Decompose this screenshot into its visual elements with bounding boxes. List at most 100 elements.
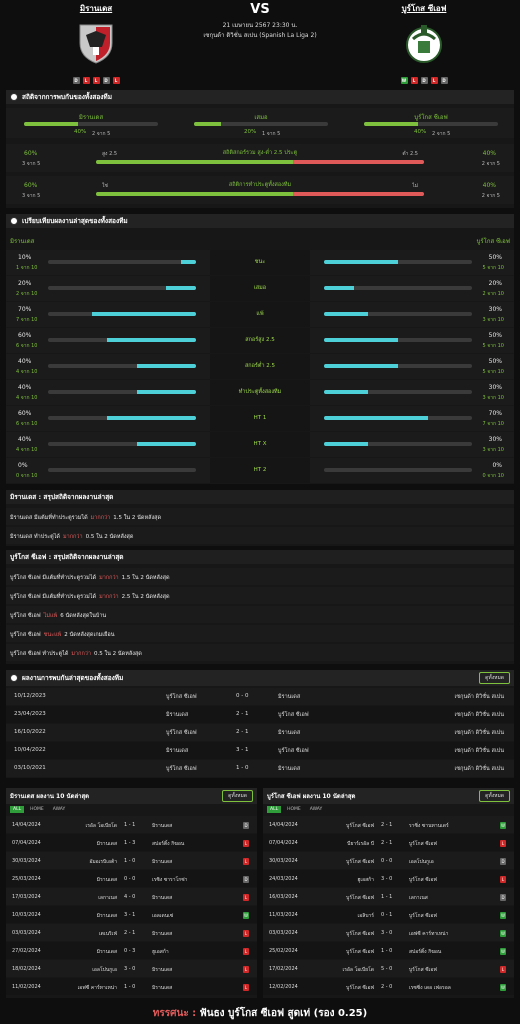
away_last10-score: 5 - 0: [381, 966, 393, 972]
away_last10-date: 25/02/2024: [269, 948, 298, 954]
away_last10-result-badge: L: [500, 966, 506, 973]
away_last10-home: บูร์โกส ซีเอฟ: [346, 823, 374, 829]
compare-header: เปรียบเทียบผลงานล่าสุดของทั้งสองทีม: [6, 214, 514, 228]
away_last10-row[interactable]: 14/04/2024 บูร์โกส ซีเอฟ 2 - 1 ราซิ่ง ซานทา…: [263, 816, 514, 833]
away_last10-row[interactable]: 24/03/2024 ฮูเอสก้า 3 - 0 บูร์โกส ซีเอฟ L: [263, 870, 514, 887]
h2h-result-league: เซกุนด้า ดิวิชั่น สเปน: [454, 712, 505, 718]
away_last10-score: 2 - 1: [381, 840, 393, 846]
tab-away[interactable]: AWAY: [52, 806, 66, 812]
home_last10-home: มิรานเดส: [96, 913, 117, 919]
home-last10-header: มิรานเดส ผลงาน 10 นัดล่าสุด ดูทั้งหมด: [6, 788, 257, 804]
away_summary-line-text: บูร์โกส ซีเอฟ: [10, 613, 41, 619]
home_last10-row[interactable]: 25/03/2024 มิรานเดส 0 - 0 เรซิง ซาราโกซ่า D: [6, 870, 257, 887]
compare-away-count: 0 จาก 10: [482, 473, 505, 479]
h2h-result-away: มิรานเดส: [278, 694, 301, 700]
home_last10-result-badge: L: [243, 966, 249, 973]
away-summary-section: บูร์โกส ซีเอฟ : สรุปสถิติจากผลงานล่าสุด …: [6, 550, 514, 664]
compare-home-bar: [48, 364, 196, 368]
tab-home[interactable]: HOME: [287, 806, 301, 812]
away_last10-date: 16/03/2024: [269, 894, 298, 900]
home_last10-row[interactable]: 07/04/2024 มิรานเดส 1 - 3 สปอร์ติ้ง กิฆอน L: [6, 834, 257, 851]
btts-left-label: ใช่: [102, 183, 108, 189]
outcome-team-label: บูร์โกส ซีเอฟ: [414, 114, 448, 121]
h2h-result-row[interactable]: 23/04/2023 มิรานเดส 2 - 1 บูร์โกส ซีเอฟ เซกุ…: [6, 706, 514, 723]
tab-all[interactable]: ALL: [10, 805, 25, 813]
home_last10-row[interactable]: 17/03/2024 เลกาเนส 4 - 0 มิรานเดส L: [6, 888, 257, 905]
away_last10-score: 1 - 1: [381, 894, 393, 900]
away_last10-row[interactable]: 03/03/2024 บูร์โกส ซีเอฟ 3 - 0 เอฟซี คาร์ทา…: [263, 924, 514, 941]
away_last10-date: 17/02/2024: [269, 966, 298, 972]
away_last10-row[interactable]: 17/02/2024 เรอัล โอเบียโด 5 - 0 บูร์โกส ซีเ…: [263, 960, 514, 977]
home-last10-tabs: ALL HOME AWAY: [6, 804, 257, 814]
away_last10-row[interactable]: 16/03/2024 บูร์โกส ซีเอฟ 1 - 1 เลกาเนส D: [263, 888, 514, 905]
home_last10-row[interactable]: 18/02/2024 เอลโปนกูเอ 3 - 0 มิรานเดส L: [6, 960, 257, 977]
away_last10-row[interactable]: 12/02/2024 บูร์โกส ซีเอฟ 2 - 0 เรซซิ่ง เดอ …: [263, 978, 514, 995]
home_last10-date: 07/04/2024: [12, 840, 41, 846]
compare-away-bar-fill: [324, 286, 354, 290]
home_last10-date: 25/03/2024: [12, 876, 41, 882]
away-team-name[interactable]: บูร์โกส ซีเอฟ: [401, 4, 447, 13]
home_last10-row[interactable]: 30/03/2024 อัมอเรบิเอต้า 1 - 0 มิรานเดส L: [6, 852, 257, 869]
home_last10-row[interactable]: 11/02/2024 เอฟซี คาร์ทาเหน่า 1 - 0 มิรานเดส…: [6, 978, 257, 995]
compare-home-bar-fill: [92, 312, 196, 316]
outcome-pct: 20%: [244, 129, 257, 135]
home-team-name[interactable]: มิรานเดส: [79, 4, 113, 13]
compare-home-bar-fill: [136, 442, 196, 446]
away_last10-score: 3 - 0: [381, 876, 393, 882]
tab-all[interactable]: ALL: [267, 805, 282, 813]
away_last10-result-badge: W: [500, 912, 506, 919]
outcome-bar-fill: [24, 122, 78, 126]
home_last10-date: 27/02/2024: [12, 948, 41, 954]
home_last10-score: 0 - 3: [124, 948, 136, 954]
match-datetime: 21 เมษายน 2567 23:30 น.: [222, 22, 298, 29]
home_last10-row[interactable]: 27/02/2024 มิรานเดส 0 - 3 ฮูเอสก้า L: [6, 942, 257, 959]
away-last10-see-all-button[interactable]: ดูทั้งหมด: [479, 790, 510, 802]
compare-home-bar-fill: [166, 286, 196, 290]
home_last10-row[interactable]: 10/03/2024 มิรานเดส 3 - 1 เอลเดนเซ่ W: [6, 906, 257, 923]
h2h-result-league: เซกุนด้า ดิวิชั่น สเปน: [454, 748, 505, 754]
h2h-see-all-button[interactable]: ดูทั้งหมด: [479, 672, 510, 684]
home-summary-section: มิรานเดส : สรุปสถิติจากผลงานล่าสุด มิราน…: [6, 490, 514, 546]
away_last10-row[interactable]: 07/04/2024 บียาร์เรอัล บี 2 - 1 บูร์โกส ซีเ…: [263, 834, 514, 851]
away_last10-row[interactable]: 11/03/2024 เอลิบาร์ 0 - 1 บูร์โกส ซีเอฟ W: [263, 906, 514, 923]
compare-row: 0% 0 จาก 10 HT 2 0% 0 จาก 10: [6, 458, 514, 483]
h2h-result-row[interactable]: 10/12/2023 บูร์โกส ซีเอฟ 0 - 0 มิรานเดส เซกุ…: [6, 688, 514, 705]
compare-row: 60% 6 จาก 10 HT 1 70% 7 จาก 10: [6, 406, 514, 431]
compare-home-bar: [48, 442, 196, 446]
compare-away-pct: 50%: [488, 358, 502, 365]
away_last10-home: บูร์โกส ซีเอฟ: [346, 985, 374, 991]
home-last10-see-all-button[interactable]: ดูทั้งหมด: [222, 790, 253, 802]
away_summary-line-highlight: มากกว่า: [99, 594, 119, 600]
home_last10-row[interactable]: 14/04/2024 เรอัล โอเบียโด 1 - 1 มิรานเดส D: [6, 816, 257, 833]
h2h-result-row[interactable]: 16/10/2022 บูร์โกส ซีเอฟ 2 - 1 มิรานเดส เซกุ…: [6, 724, 514, 741]
away_last10-row[interactable]: 25/02/2024 บูร์โกส ซีเอฟ 1 - 0 สปอร์ติ้ง กิ…: [263, 942, 514, 959]
away-last10-tabs: ALL HOME AWAY: [263, 804, 514, 814]
outcome-pct: 40%: [414, 129, 427, 135]
away_last10-row[interactable]: 30/03/2024 บูร์โกส ซีเอฟ 0 - 0 เอลโปนกูเอ D: [263, 852, 514, 869]
home_last10-away: มิรานเดส: [152, 931, 173, 937]
home-form-badge: L: [112, 77, 120, 84]
away_last10-result-badge: W: [500, 948, 506, 955]
away_last10-away: บูร์โกส ซีเอฟ: [409, 967, 437, 973]
compare-away-count: 3 จาก 10: [482, 447, 505, 453]
away_summary-line-text: บูร์โกส ซีเอฟ มีแต้มที่ทำประตูรวมได้: [10, 594, 97, 600]
home-summary-header: มิรานเดส : สรุปสถิติจากผลงานล่าสุด: [6, 490, 514, 504]
home_last10-row[interactable]: 03/03/2024 เตเนริเฟ่ 2 - 1 มิรานเดส L: [6, 924, 257, 941]
compare-home-count: 4 จาก 10: [16, 369, 38, 375]
away_last10-result-badge: D: [500, 858, 506, 865]
away_last10-result-badge: L: [500, 876, 506, 883]
tab-away[interactable]: AWAY: [309, 806, 323, 812]
tab-home[interactable]: HOME: [30, 806, 44, 812]
home_last10-result-badge: L: [243, 930, 249, 937]
away-form-badge: D: [420, 77, 428, 84]
h2h-result-row[interactable]: 10/04/2022 มิรานเดส 3 - 1 บูร์โกส ซีเอฟ เซกุ…: [6, 742, 514, 759]
home_last10-away: เรซิง ซาราโกซ่า: [152, 877, 188, 883]
compare-away-pct: 50%: [488, 254, 502, 261]
home_last10-date: 10/03/2024: [12, 912, 41, 918]
outcome-bar-fill: [364, 122, 418, 126]
h2h-result-row[interactable]: 03/10/2021 บูร์โกส ซีเอฟ 1 - 0 มิรานเดส เซกุ…: [6, 760, 514, 777]
away_last10-home: บูร์โกส ซีเอฟ: [346, 895, 374, 901]
